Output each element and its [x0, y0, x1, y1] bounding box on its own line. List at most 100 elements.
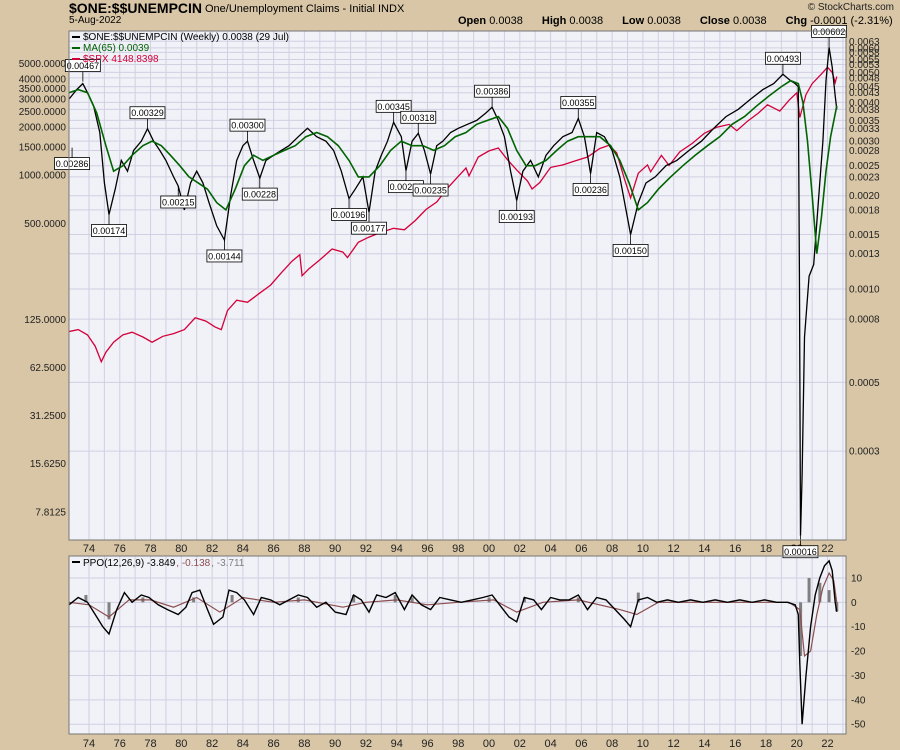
- low-label: Low: [622, 15, 645, 27]
- x-tick-label: 74: [83, 543, 95, 555]
- right-tick-label: 0.0013: [849, 249, 880, 260]
- annotation-box: [129, 106, 166, 120]
- annotation-box: [331, 208, 367, 221]
- annotation-box: [91, 224, 127, 237]
- histogram-bar: [192, 597, 196, 603]
- left-tick-label: 3000.0000: [19, 95, 67, 106]
- annotation-label: 0.00235: [414, 186, 447, 196]
- x-tick-label: 78: [144, 543, 156, 555]
- x-tick-label: 04: [544, 543, 556, 555]
- annotation-label: 0.00345: [377, 102, 410, 112]
- x-tick-label: 98: [452, 738, 464, 750]
- x-tick-label: 12: [668, 543, 680, 555]
- x-tick-label: 92: [360, 543, 372, 555]
- x-tick-label: 86: [268, 738, 280, 750]
- ppo-tick-label: 0: [851, 598, 857, 609]
- ppo-legend-entry: , -0.138: [176, 558, 210, 569]
- left-tick-label: 2000.0000: [19, 123, 67, 134]
- annotation-label: 0.00602: [813, 27, 846, 37]
- right-tick-label: 0.0063: [849, 37, 880, 48]
- right-tick-label: 0.0020: [849, 191, 880, 202]
- ohlc-readout: Open 0.0038 High 0.0038 Low 0.0038 Close…: [458, 15, 900, 27]
- annotation-label: 0.00144: [208, 251, 241, 261]
- annotation-label: 0.00193: [500, 212, 533, 222]
- annotation-box: [782, 545, 819, 559]
- right-tick-label: 0.0028: [849, 146, 880, 157]
- x-tick-label: 76: [114, 738, 126, 750]
- annotation-label: 0.00196: [333, 210, 366, 220]
- annotation-box: [351, 221, 387, 235]
- annotation-label: 0.00016: [784, 547, 817, 557]
- annotation-label: 0.00329: [131, 108, 164, 118]
- x-tick-label: 14: [698, 543, 710, 555]
- histogram-bar: [352, 595, 356, 603]
- x-tick-label: 00: [483, 543, 495, 555]
- x-tick-label: 78: [144, 738, 156, 750]
- legend-entry: $ONE:$$UNEMPCIN (Weekly) 0.0038 (29 Jul): [83, 32, 289, 43]
- chg-label: Chg: [785, 15, 808, 27]
- annotation-box: [498, 210, 535, 223]
- left-tick-label: 3500.0000: [19, 84, 67, 95]
- x-tick-label: 80: [175, 738, 187, 750]
- x-tick-label: 18: [760, 738, 772, 750]
- x-tick-label: 10: [637, 738, 649, 750]
- x-tick-label: 10: [637, 543, 649, 555]
- main-panel-border: [68, 30, 847, 541]
- right-tick-label: 0.0003: [849, 447, 880, 458]
- annotation-label: 0.00215: [162, 197, 195, 207]
- x-tick-label: 82: [206, 738, 218, 750]
- annotation-label: 0.00236: [574, 185, 607, 195]
- high-label: High: [541, 15, 567, 27]
- right-tick-label: 0.0015: [849, 230, 880, 241]
- x-tick-label: 96: [421, 738, 433, 750]
- series-ma65-line: [69, 79, 838, 254]
- x-tick-label: 12: [668, 738, 680, 750]
- x-tick-label: 76: [114, 543, 126, 555]
- annotation-box: [765, 51, 801, 65]
- x-tick-label: 82: [206, 543, 218, 555]
- annotation-box: [474, 84, 511, 98]
- x-tick-label: 20: [791, 738, 803, 750]
- histogram-bar: [84, 595, 88, 603]
- ppo-tick-label: -30: [851, 671, 866, 682]
- x-tick-label: 88: [298, 738, 310, 750]
- series-spx-line: [69, 66, 838, 364]
- open-value: 0.0038: [489, 15, 523, 27]
- annotation-box: [560, 96, 597, 109]
- annotation-label: 0.00150: [614, 246, 647, 256]
- x-tick-label: 06: [575, 543, 587, 555]
- histogram-bar: [835, 602, 839, 612]
- left-tick-label: 500.0000: [24, 219, 66, 230]
- x-tick-label: 86: [268, 543, 280, 555]
- high-value: 0.0038: [569, 15, 604, 27]
- right-tick-label: 0.0053: [849, 60, 880, 71]
- x-tick-label: 88: [298, 543, 310, 555]
- annotation-label: 0.00355: [562, 98, 595, 108]
- ppo-legend-entry: , -3.711: [211, 558, 245, 569]
- open-label: Open: [458, 15, 487, 27]
- x-tick-label: 16: [729, 543, 741, 555]
- annotation-box: [241, 187, 278, 201]
- annotation-box: [206, 249, 243, 263]
- right-tick-label: 0.0045: [849, 82, 880, 93]
- annotation-box: [400, 110, 437, 124]
- annotation-label: 0.00174: [93, 226, 126, 236]
- annotation-box: [64, 59, 101, 72]
- ppo-tick-label: -50: [851, 720, 866, 731]
- x-tick-label: 08: [606, 543, 618, 555]
- annotation-box: [612, 244, 649, 257]
- x-tick-label: 08: [606, 738, 618, 750]
- left-tick-label: 1500.0000: [19, 143, 67, 154]
- x-tick-label: 18: [760, 543, 772, 555]
- right-tick-label: 0.0018: [849, 205, 880, 216]
- annotation-box: [412, 183, 449, 197]
- x-tick-label: 04: [544, 738, 556, 750]
- right-tick-label: 0.0060: [849, 43, 880, 54]
- annotation-box: [54, 157, 90, 170]
- annotation-label: 0.00241: [390, 182, 423, 192]
- annotation-label: 0.00467: [67, 61, 100, 71]
- x-tick-label: 80: [175, 543, 187, 555]
- chg-value: -0.0001 (-2.31%): [810, 15, 893, 27]
- right-tick-label: 0.0043: [849, 88, 880, 99]
